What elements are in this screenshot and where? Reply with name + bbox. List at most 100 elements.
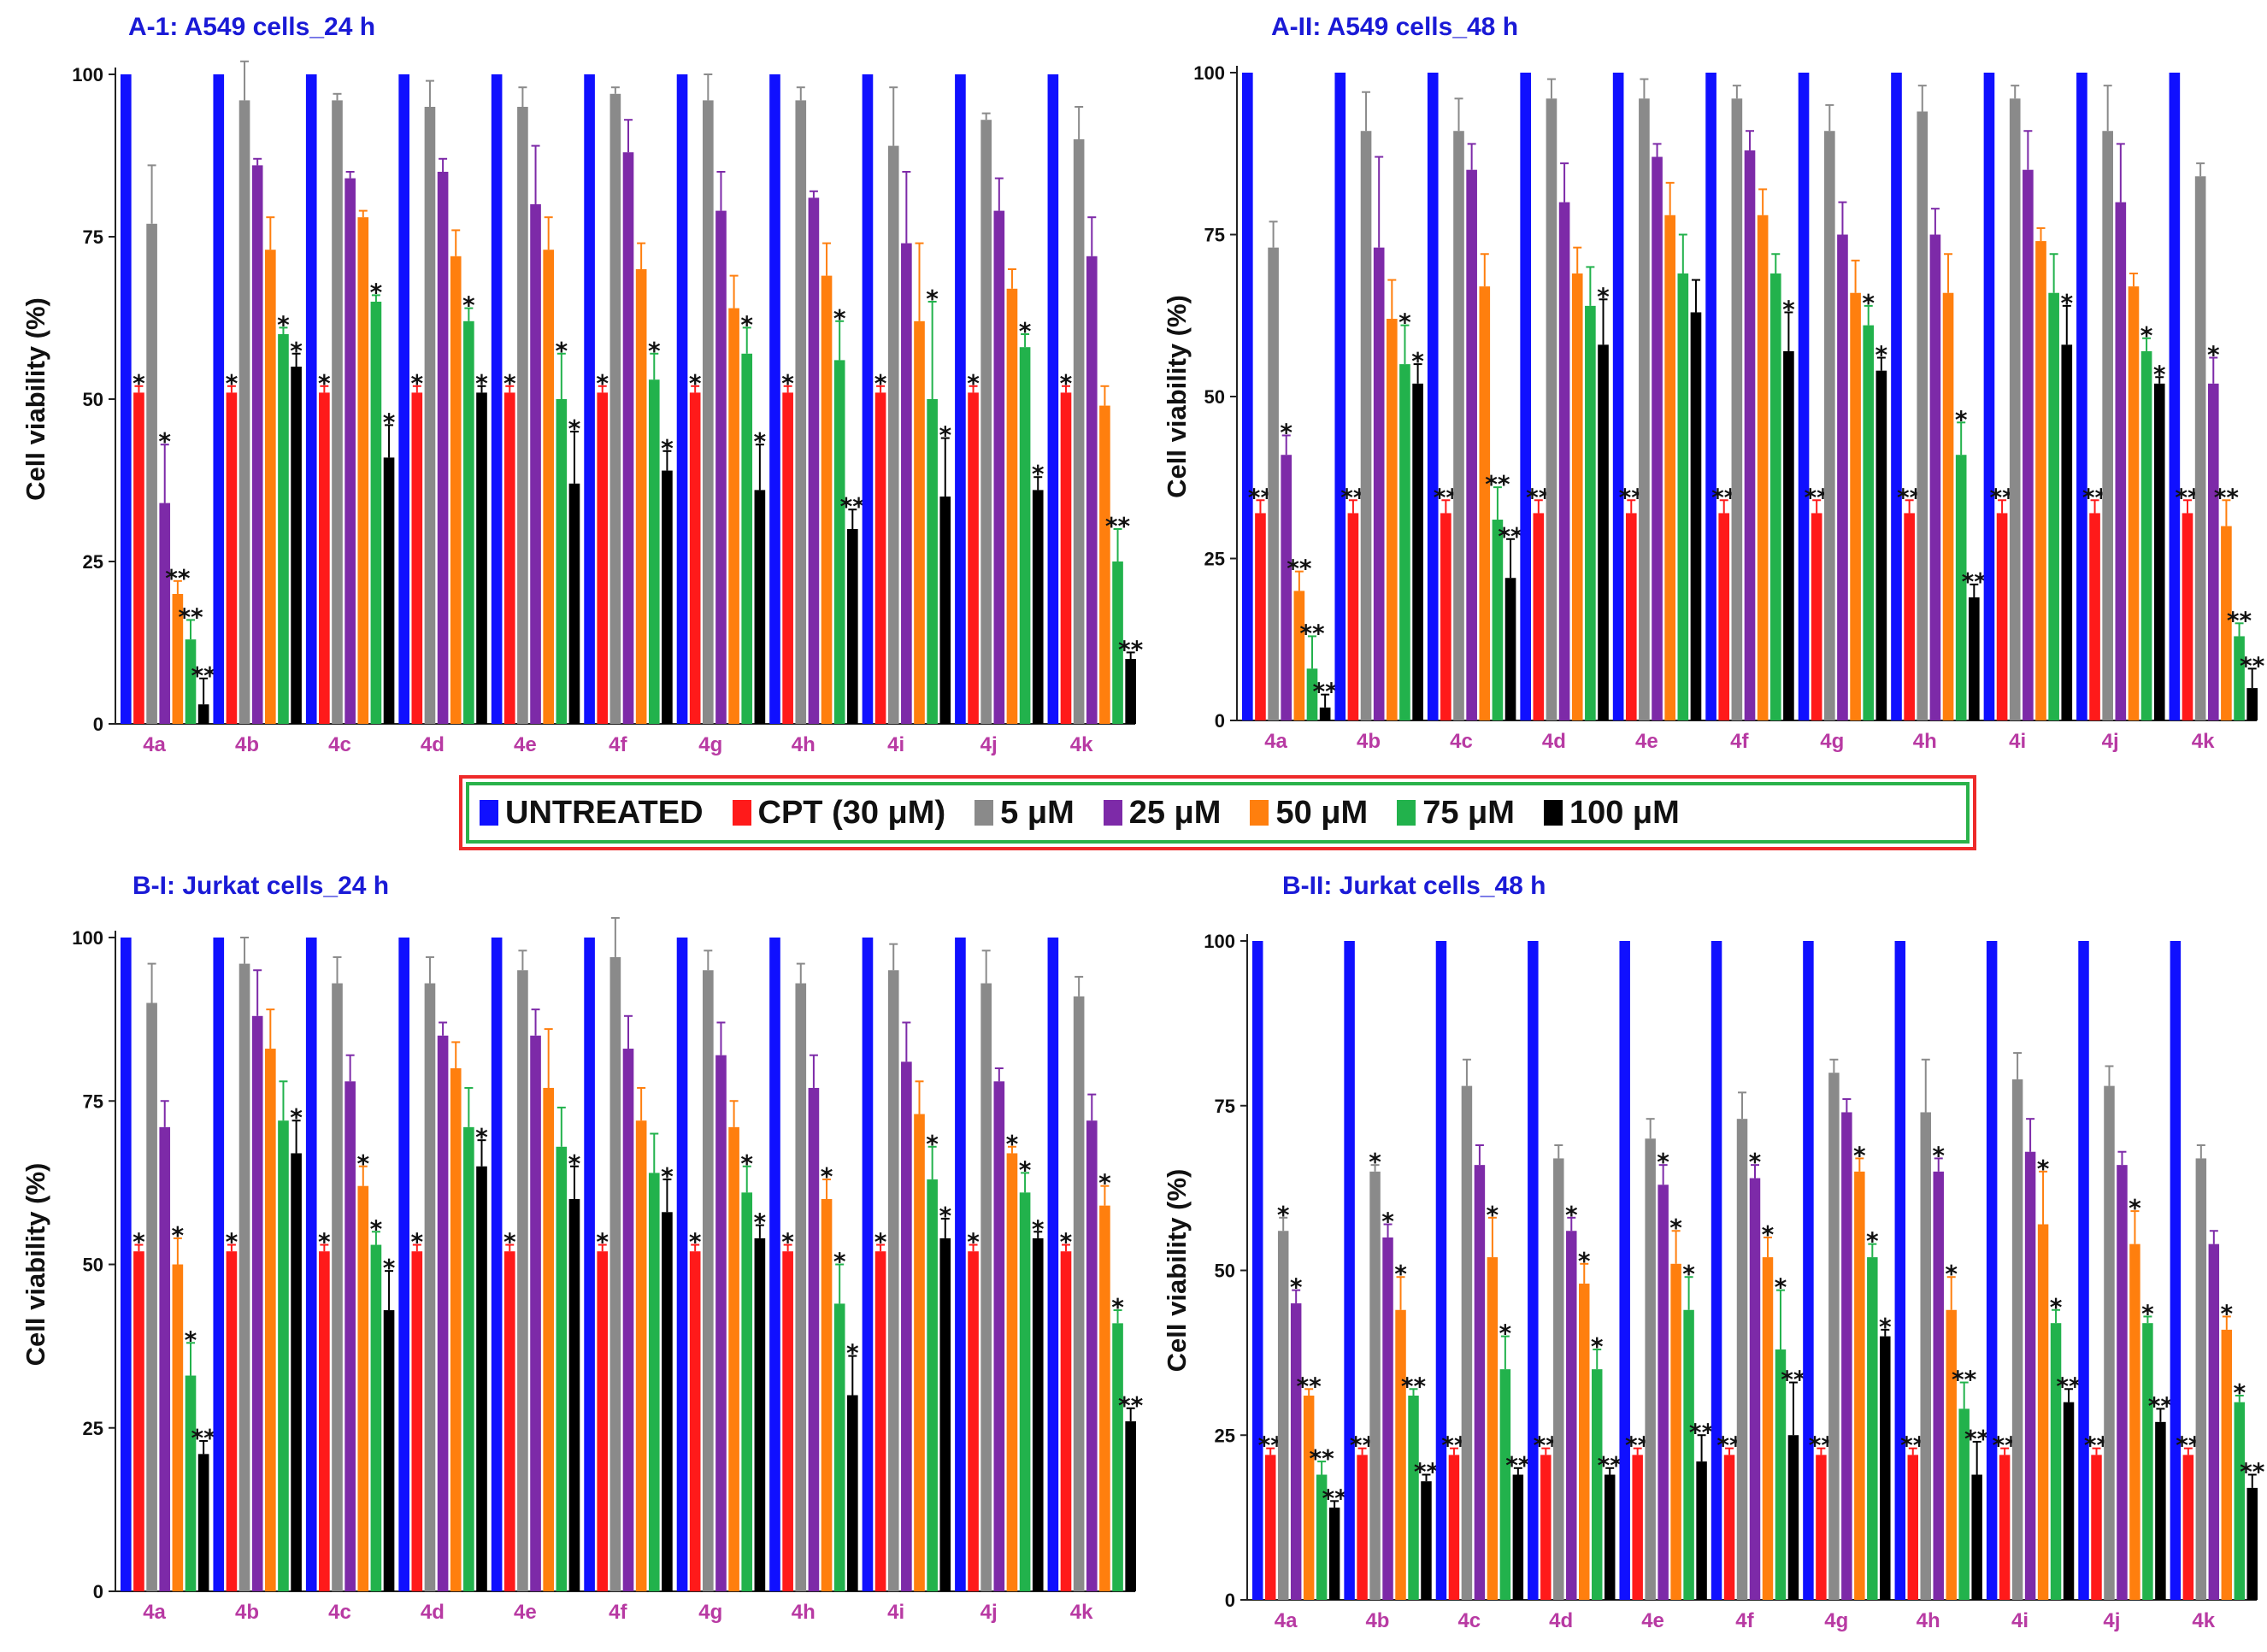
bar (305, 938, 317, 1591)
bar-group: ********* (2169, 73, 2265, 720)
bar-group: *** (213, 60, 303, 724)
bar-group: ** (213, 937, 303, 1591)
bar (1652, 156, 1663, 721)
bar-group: ******* (1711, 941, 1806, 1600)
bar (782, 1251, 793, 1591)
significance-mark: ** (1505, 1451, 1531, 1479)
bar (728, 308, 739, 724)
bar-group: *** (1520, 73, 1610, 721)
x-tick-label: 4g (1824, 1609, 1848, 1632)
bar (1546, 98, 1557, 720)
bar (939, 1238, 951, 1591)
x-tick-label: 4h (792, 733, 816, 756)
significance-mark: * (1862, 289, 1875, 317)
bar (1268, 247, 1279, 720)
significance-mark: * (1032, 460, 1045, 488)
significance-mark: ** (1118, 635, 1144, 663)
bar (2091, 1455, 2102, 1600)
bar-group: ***** (1891, 73, 1987, 721)
significance-mark: * (2153, 360, 2166, 388)
x-tick-label: 4b (1365, 1609, 1389, 1632)
bar (609, 93, 621, 725)
bar (2246, 1487, 2258, 1600)
significance-mark: ** (2148, 1391, 2174, 1420)
bar (968, 1251, 979, 1591)
bar (1242, 73, 1253, 720)
significance-mark: * (290, 337, 303, 365)
x-tick-label: 4h (792, 1601, 816, 1624)
significance-mark: ** (2240, 651, 2265, 679)
bar (121, 74, 132, 724)
significance-mark: * (226, 1228, 238, 1256)
y-axis-label: Cell viability (%) (1162, 1169, 1192, 1373)
bar (2182, 513, 2193, 720)
bar (609, 956, 621, 1591)
bar (1112, 561, 1123, 724)
x-tick-label: 4g (698, 733, 722, 756)
bar (2102, 131, 2113, 721)
y-tick-label: 0 (1215, 710, 1225, 732)
x-tick-label: 4b (1357, 730, 1381, 753)
bar (1499, 1369, 1511, 1600)
bar (463, 320, 474, 724)
significance-mark: * (1499, 1320, 1512, 1348)
significance-mark: * (821, 1162, 833, 1190)
bar (1917, 111, 1928, 721)
bar-group: ******* (1619, 941, 1715, 1600)
bar (2129, 1243, 2140, 1600)
legend-swatch (975, 800, 994, 826)
significance-mark: * (2141, 1299, 2154, 1327)
bar (1387, 319, 1398, 720)
legend-label: 5 μM (1000, 794, 1075, 831)
x-tick-label: 4a (143, 1601, 166, 1624)
significance-mark: * (1060, 1228, 1073, 1256)
bar (1412, 383, 1423, 720)
significance-mark: * (846, 1339, 859, 1367)
significance-mark: * (475, 369, 488, 397)
x-tick-label: 4d (421, 733, 445, 756)
significance-mark: ** (1322, 1484, 1347, 1512)
significance-mark: * (2220, 1299, 2233, 1327)
y-tick-label: 75 (83, 1091, 103, 1112)
bar-group: ******** (1894, 941, 1990, 1600)
bar-group: *** (862, 938, 951, 1591)
legend-label: CPT (30 μM) (757, 794, 946, 831)
y-tick-label: 50 (83, 1255, 103, 1276)
bar (1894, 941, 1906, 1600)
bar (543, 250, 554, 724)
y-tick-label: 100 (72, 927, 103, 949)
chart-title: A-II: A549 cells_48 h (1271, 13, 1519, 41)
y-axis-label: Cell viability (%) (1162, 295, 1192, 498)
chart-title: B-II: Jurkat cells_48 h (1282, 872, 1546, 900)
significance-mark: * (1019, 1155, 1032, 1184)
significance-mark: * (1932, 1141, 1945, 1169)
significance-mark: * (833, 1248, 846, 1276)
bar (2155, 1421, 2166, 1600)
x-tick-label: 4d (1542, 730, 1566, 753)
bar (530, 1035, 541, 1591)
significance-mark: * (568, 1149, 581, 1178)
significance-mark: * (2140, 321, 2153, 350)
bar (517, 970, 528, 1591)
x-tick-label: 4k (1070, 733, 1093, 756)
bar (1920, 1112, 1931, 1600)
x-tick-label: 4j (2102, 730, 2119, 753)
significance-mark: * (1565, 1201, 1578, 1229)
bar (319, 392, 330, 724)
bar (1060, 392, 1072, 724)
bar (1677, 273, 1689, 721)
bar (769, 938, 780, 1591)
bar-group: **** (305, 938, 396, 1591)
bar (703, 100, 714, 724)
significance-mark: ** (1287, 555, 1312, 583)
bar (1632, 1455, 1643, 1600)
bar-chart-a1: Cell viability (%)0255075100********4a**… (21, 60, 1144, 756)
bar (1099, 1205, 1110, 1591)
bar (543, 1087, 554, 1591)
significance-mark: * (503, 369, 516, 397)
bar (1736, 1119, 1748, 1600)
bar (1619, 941, 1630, 1600)
bar (476, 392, 487, 724)
chart-panel-a2: A-II: A549 cells_48 h Cell viability (%)… (1141, 13, 2265, 765)
